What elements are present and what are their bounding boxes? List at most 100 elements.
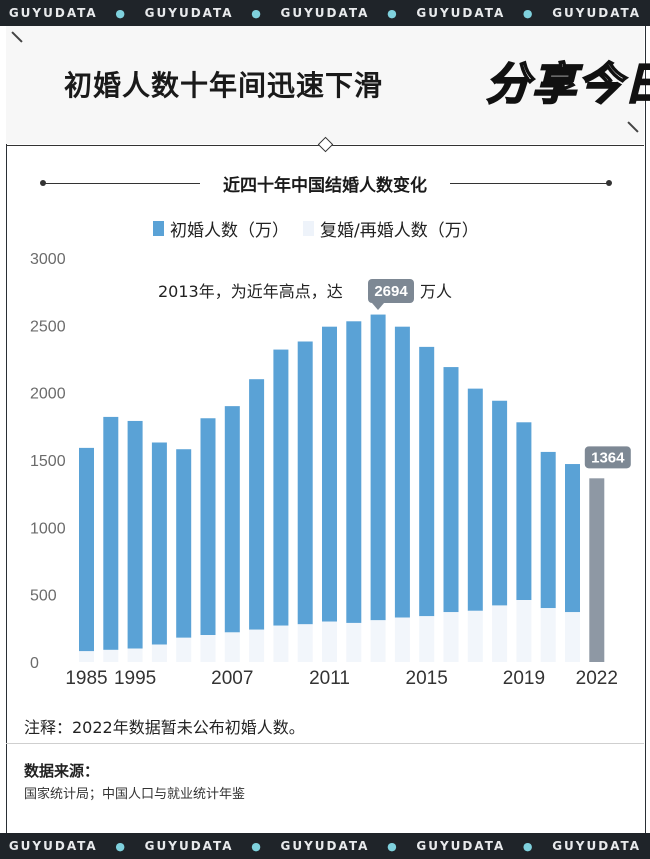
dot-icon: ● — [387, 839, 399, 853]
bar-first-marriage — [492, 400, 508, 606]
page-title: 初婚人数十年间迅速下滑 — [64, 69, 384, 102]
bar-remarriage — [322, 621, 337, 662]
source-text: 国家统计局；中国人口与就业统计年鉴 — [24, 787, 246, 802]
bar-first-marriage — [443, 367, 459, 613]
source-title: 数据来源： — [24, 762, 100, 780]
bar-remarriage — [103, 649, 119, 662]
bar-first-marriage — [565, 464, 580, 613]
y-tick-label: 2500 — [30, 318, 66, 335]
footer-divider — [6, 743, 644, 744]
chart-note: 注释：2022年数据暂未公布初婚人数。 — [24, 718, 305, 737]
x-tick-label: 2019 — [503, 668, 545, 689]
dot-icon: ● — [522, 839, 535, 853]
bar-remarriage — [370, 620, 386, 662]
legend-item-first-marriage: 初婚人数（万） — [153, 216, 289, 241]
bar-total-2022 — [589, 478, 605, 662]
bar-remarriage — [467, 610, 483, 662]
bar-remarriage — [151, 644, 167, 662]
legend-label: 初婚人数（万） — [170, 221, 289, 241]
legend-swatch — [303, 221, 314, 236]
x-tick-label: 1985 — [65, 668, 107, 689]
brand-wordmark: GUYUDATA — [280, 839, 370, 853]
bar-first-marriage — [249, 379, 265, 630]
legend-item-remarriage: 复婚/再婚人数（万） — [303, 216, 479, 241]
brand-wordmark: GUYUDATA — [416, 839, 506, 853]
y-tick-label: 2000 — [30, 386, 66, 403]
x-tick-label: 2015 — [406, 668, 448, 689]
brand-wordmark: GUYUDATA — [8, 839, 98, 853]
brand-band-bottom: GUYUDATA ● GUYUDATA ● GUYUDATA ● GUYUDATA ● GUYU… — [0, 833, 650, 859]
dot-icon: ● — [251, 6, 263, 20]
bar-remarriage — [297, 624, 313, 662]
brand-wordmark: GUYUDATA — [144, 6, 234, 20]
bar-remarriage — [273, 625, 289, 662]
x-tick-label: 2007 — [211, 668, 253, 689]
subtitle-rule — [44, 183, 214, 184]
bar-first-marriage — [297, 341, 313, 625]
value-badge-label: 1364 — [591, 449, 625, 466]
y-tick-label: 1000 — [30, 520, 66, 537]
annotation-text: 2013年，为近年高点，达 — [158, 282, 343, 301]
bar-remarriage — [540, 608, 556, 662]
bar-remarriage — [127, 648, 143, 662]
bar-first-marriage — [467, 388, 483, 611]
bar-remarriage — [492, 605, 508, 662]
bar-first-marriage — [322, 326, 337, 622]
bar-remarriage — [224, 632, 240, 662]
bar-first-marriage — [273, 349, 289, 626]
watermark-text: 分享今日 — [486, 58, 650, 111]
legend-swatch — [153, 221, 164, 236]
dot-icon: ● — [115, 839, 127, 853]
bar-first-marriage — [516, 422, 532, 601]
x-tick-label: 1995 — [114, 668, 156, 689]
bar-first-marriage — [200, 418, 216, 636]
x-tick-label: 2011 — [309, 668, 350, 689]
brand-wordmark: GUYUDATA — [552, 839, 642, 853]
badge-pointer — [372, 303, 384, 310]
bar-first-marriage — [176, 449, 192, 638]
bar-remarriage — [346, 622, 362, 662]
brand-wordmark: GUYUDATA — [8, 6, 98, 20]
bar-first-marriage — [370, 314, 386, 621]
bar-remarriage — [200, 635, 216, 662]
bar-first-marriage — [224, 406, 240, 633]
bar-remarriage — [565, 612, 580, 662]
legend-label: 复婚/再婚人数（万） — [320, 221, 479, 241]
line-end-dot — [40, 180, 46, 186]
bar-remarriage — [443, 612, 459, 662]
y-tick-label: 0 — [30, 655, 39, 672]
bar-remarriage — [516, 600, 532, 662]
brand-wordmark: GUYUDATA — [280, 6, 370, 20]
bar-first-marriage — [346, 321, 362, 623]
peak-value-badge — [368, 279, 414, 303]
y-tick-label: 500 — [30, 588, 57, 605]
bar-first-marriage — [540, 451, 556, 609]
bar-remarriage — [249, 629, 265, 662]
peak-value-label: 2694 — [374, 283, 408, 300]
y-tick-label: 3000 — [30, 251, 66, 268]
brand-band-top: GUYUDATA ● GUYUDATA ● GUYUDATA ● GUYUDATA ● GUYU… — [0, 0, 650, 26]
bar-remarriage — [79, 651, 94, 662]
bar-remarriage — [176, 637, 192, 662]
chart-title: 近四十年中国结婚人数变化 — [200, 171, 450, 196]
bar-first-marriage — [394, 326, 410, 618]
dot-icon: ● — [522, 6, 535, 20]
brand-wordmark: GUYUDATA — [416, 6, 506, 20]
header — [6, 26, 644, 144]
dot-icon: ● — [115, 6, 127, 20]
bar-first-marriage — [127, 420, 143, 649]
bar-first-marriage — [79, 447, 94, 652]
x-tick-label: 2022 — [576, 668, 618, 689]
dot-icon: ● — [251, 839, 263, 853]
brand-wordmark: GUYUDATA — [144, 839, 234, 853]
bar-first-marriage — [103, 416, 119, 650]
bar-remarriage — [419, 616, 435, 662]
y-tick-label: 1500 — [30, 453, 66, 470]
annotation-unit: 万人 — [420, 282, 452, 301]
subtitle-rule — [436, 183, 608, 184]
brand-wordmark: GUYUDATA — [552, 6, 642, 20]
value-badge — [584, 446, 631, 469]
bar-remarriage — [394, 617, 410, 662]
bar-first-marriage — [419, 346, 435, 617]
